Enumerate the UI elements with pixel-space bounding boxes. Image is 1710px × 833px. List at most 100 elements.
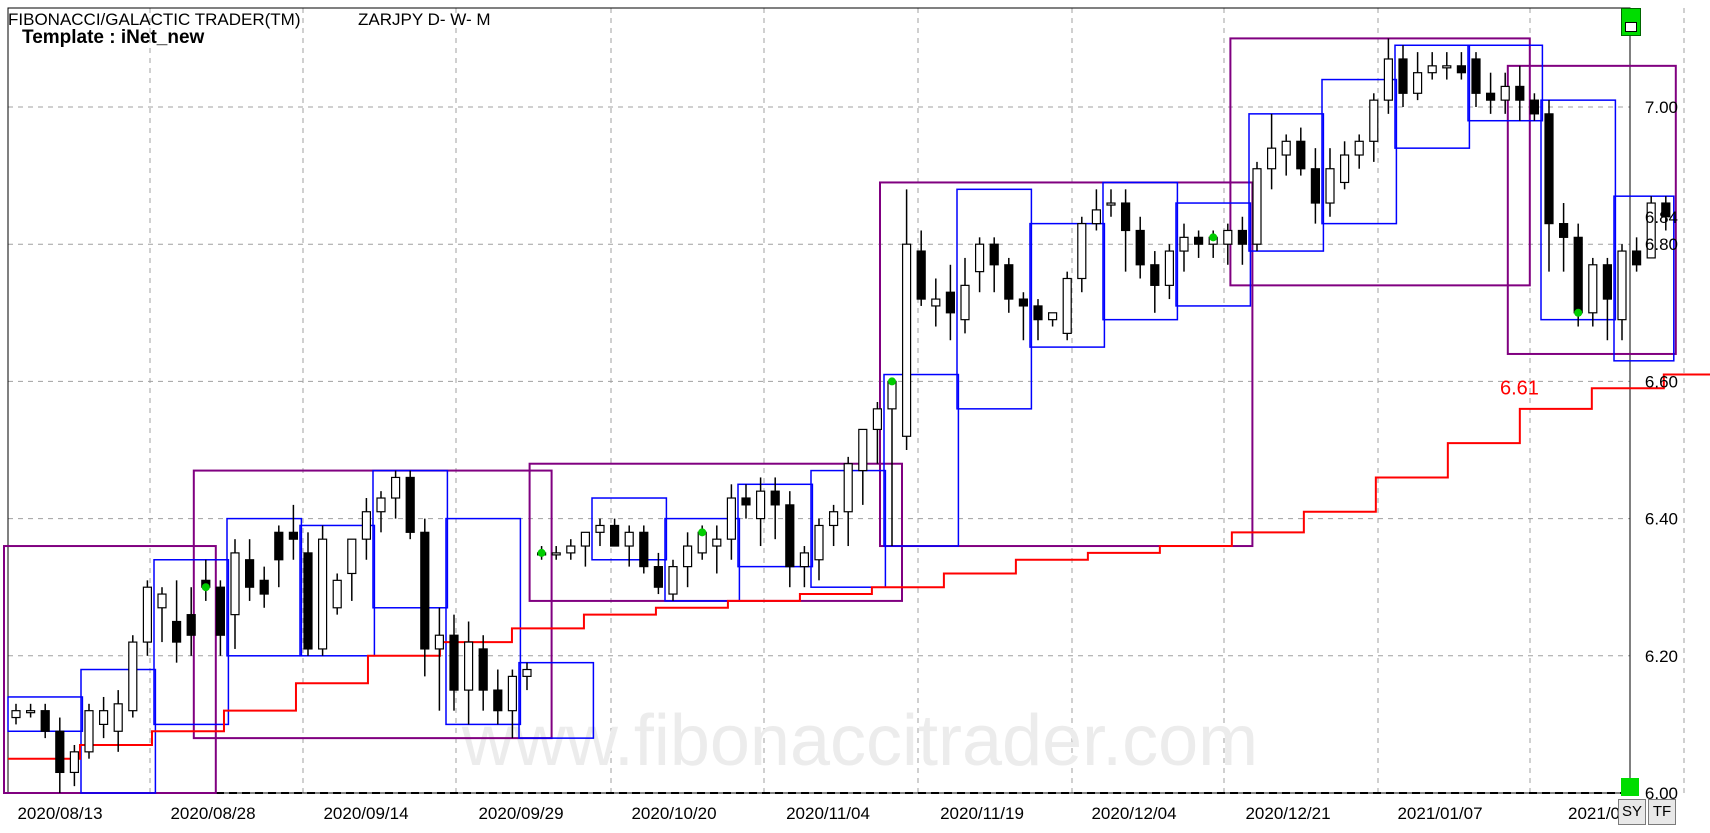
- signal-dot: [1574, 308, 1583, 317]
- candle: [11, 703, 21, 725]
- weekly-box: [883, 373, 960, 547]
- candle: [98, 696, 109, 739]
- x-tick-label: 2021/0: [1568, 804, 1620, 823]
- candle-body: [1354, 140, 1364, 156]
- candle-body: [434, 634, 444, 650]
- candle-body: [274, 531, 284, 561]
- candle-body: [113, 703, 123, 732]
- x-tick-label: 2020/08/28: [170, 804, 255, 823]
- candle-body: [682, 545, 693, 568]
- candle-body: [332, 579, 342, 609]
- candle: [1588, 257, 1598, 327]
- watermark: www.fibonaccitrader.com: [461, 701, 1258, 781]
- candle: [1558, 203, 1569, 272]
- candle-body: [1544, 113, 1554, 225]
- candle: [1252, 161, 1262, 252]
- candle-body: [98, 710, 109, 725]
- tf-button[interactable]: TF: [1648, 799, 1676, 825]
- weekly-box: [1029, 222, 1106, 348]
- candle: [288, 504, 298, 560]
- maximize-icon[interactable]: [1621, 8, 1641, 36]
- candle: [157, 587, 167, 643]
- candle-body: [872, 408, 883, 431]
- candle-body: [799, 552, 810, 568]
- candle: [1164, 244, 1175, 300]
- candle-body: [69, 751, 80, 774]
- candle: [1281, 134, 1291, 176]
- candle-body: [522, 668, 532, 677]
- candle-body: [1573, 236, 1583, 314]
- candle-body: [595, 524, 605, 533]
- candle: [186, 587, 196, 656]
- candle: [1412, 52, 1423, 101]
- candle: [1398, 45, 1408, 107]
- candle-body: [186, 614, 196, 636]
- candle: [1077, 216, 1087, 293]
- candle-body: [755, 490, 766, 520]
- candle: [391, 470, 401, 519]
- candle: [1661, 196, 1671, 231]
- candle: [259, 566, 269, 608]
- candle: [945, 264, 956, 341]
- candle-body: [1442, 65, 1452, 69]
- weekly-box: [1248, 113, 1325, 252]
- candle: [566, 539, 576, 560]
- candle: [668, 559, 678, 601]
- candle-body: [84, 710, 94, 753]
- candle-body: [245, 559, 255, 588]
- candle-body: [493, 689, 503, 712]
- candle: [551, 546, 561, 560]
- candle-body: [1135, 229, 1145, 266]
- candle: [858, 428, 868, 505]
- candle-body: [945, 291, 956, 314]
- candle-body: [464, 641, 474, 691]
- candle: [755, 477, 766, 547]
- candle: [449, 614, 459, 711]
- x-tick-label: 2020/10/20: [631, 804, 716, 823]
- candle: [493, 669, 503, 725]
- candle-body: [449, 634, 459, 691]
- candle-body: [785, 504, 795, 568]
- candle-body: [420, 531, 430, 650]
- candle: [1471, 52, 1481, 107]
- candle: [478, 635, 488, 711]
- candle: [814, 518, 824, 581]
- candle-body: [916, 250, 926, 300]
- candle: [1310, 148, 1321, 224]
- window-icon: [1625, 22, 1637, 32]
- candle: [1018, 292, 1029, 341]
- candle: [1442, 52, 1452, 80]
- stop-line-path: [8, 373, 1710, 760]
- candle-body: [303, 552, 313, 650]
- weekly-box: [1467, 44, 1544, 122]
- candle: [609, 518, 620, 547]
- candle: [1150, 251, 1160, 313]
- candle-body: [814, 524, 824, 561]
- candle: [580, 531, 591, 567]
- monthly-boxes: [3, 37, 1677, 794]
- candle: [1646, 196, 1656, 259]
- candle-body: [1091, 209, 1102, 225]
- candle-body: [931, 298, 941, 307]
- candle: [974, 237, 985, 293]
- candle: [1456, 52, 1467, 80]
- candle-body: [609, 524, 620, 547]
- candle-body: [288, 531, 298, 540]
- candle: [1237, 216, 1248, 265]
- candle-body: [1588, 264, 1598, 314]
- candle: [245, 539, 255, 601]
- sy-button[interactable]: SY: [1618, 799, 1646, 825]
- candle-body: [1339, 154, 1350, 184]
- candle-body: [55, 730, 65, 774]
- candle-body: [858, 428, 868, 472]
- candle-body: [1412, 72, 1423, 94]
- x-tick-label: 2020/08/13: [17, 804, 102, 823]
- candle-body: [318, 538, 328, 650]
- candle: [1485, 72, 1496, 114]
- candle-body: [1062, 277, 1072, 334]
- indicator-name: FIBONACCI/GALACTIC TRADER(TM): [8, 10, 301, 29]
- candle: [434, 607, 444, 711]
- candle: [653, 552, 664, 595]
- weekly-box: [1394, 44, 1471, 149]
